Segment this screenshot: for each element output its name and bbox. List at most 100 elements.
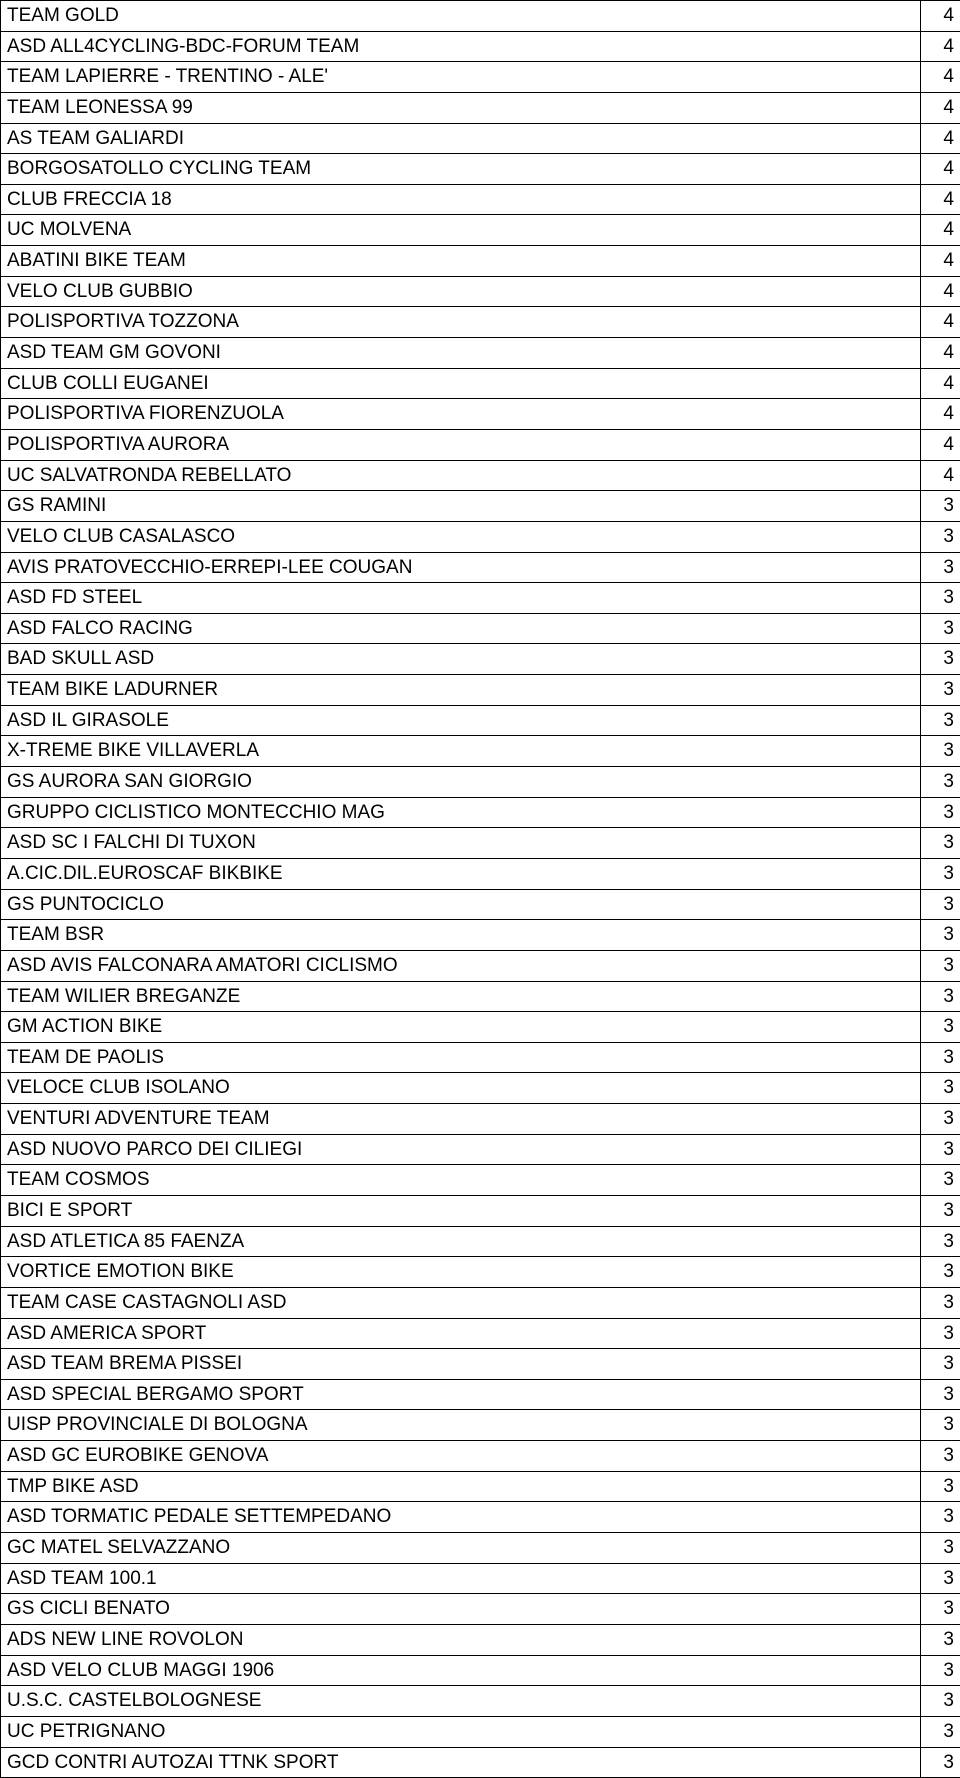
team-name-cell: TEAM GOLD (1, 1, 921, 32)
table-row: ASD FALCO RACING3 (1, 613, 960, 644)
team-name-cell: U.S.C. CASTELBOLOGNESE (1, 1686, 921, 1717)
team-name-cell: VELOCE CLUB ISOLANO (1, 1073, 921, 1104)
team-name-cell: TEAM LAPIERRE - TRENTINO - ALE' (1, 62, 921, 93)
team-value-cell: 4 (921, 338, 960, 369)
team-value-cell: 3 (921, 705, 960, 736)
team-value-cell: 4 (921, 368, 960, 399)
team-name-cell: UC PETRIGNANO (1, 1716, 921, 1747)
team-value-cell: 3 (921, 1165, 960, 1196)
table-row: ASD VELO CLUB MAGGI 19063 (1, 1655, 960, 1686)
team-value-cell: 3 (921, 1012, 960, 1043)
team-name-cell: ASD GC EUROBIKE GENOVA (1, 1441, 921, 1472)
team-value-cell: 3 (921, 1624, 960, 1655)
table-row: TEAM LEONESSA 994 (1, 92, 960, 123)
team-name-cell: AS TEAM GALIARDI (1, 123, 921, 154)
team-name-cell: VORTICE EMOTION BIKE (1, 1257, 921, 1288)
table-row: VELOCE CLUB ISOLANO3 (1, 1073, 960, 1104)
team-value-cell: 3 (921, 797, 960, 828)
team-name-cell: ASD AMERICA SPORT (1, 1318, 921, 1349)
team-value-cell: 4 (921, 276, 960, 307)
team-value-cell: 3 (921, 920, 960, 951)
team-name-cell: ASD IL GIRASOLE (1, 705, 921, 736)
table-row: GC MATEL SELVAZZANO3 (1, 1533, 960, 1564)
team-value-cell: 3 (921, 981, 960, 1012)
team-value-cell: 3 (921, 1318, 960, 1349)
table-row: ASD GC EUROBIKE GENOVA3 (1, 1441, 960, 1472)
table-row: GS RAMINI3 (1, 491, 960, 522)
table-row: GM ACTION BIKE3 (1, 1012, 960, 1043)
team-name-cell: GS RAMINI (1, 491, 921, 522)
team-value-cell: 3 (921, 1471, 960, 1502)
table-row: BICI E SPORT3 (1, 1195, 960, 1226)
team-value-cell: 3 (921, 767, 960, 798)
team-name-cell: TEAM BSR (1, 920, 921, 951)
table-row: UISP PROVINCIALE DI BOLOGNA3 (1, 1410, 960, 1441)
team-name-cell: ASD TEAM GM GOVONI (1, 338, 921, 369)
table-row: ASD SC I FALCHI DI TUXON3 (1, 828, 960, 859)
table-row: ASD SPECIAL BERGAMO SPORT3 (1, 1379, 960, 1410)
team-name-cell: ASD TORMATIC PEDALE SETTEMPEDANO (1, 1502, 921, 1533)
team-value-cell: 3 (921, 1410, 960, 1441)
table-row: CLUB COLLI EUGANEI4 (1, 368, 960, 399)
team-value-cell: 4 (921, 62, 960, 93)
team-name-cell: UC MOLVENA (1, 215, 921, 246)
team-value-cell: 3 (921, 1563, 960, 1594)
team-name-cell: ASD AVIS FALCONARA AMATORI CICLISMO (1, 950, 921, 981)
table-row: GS CICLI BENATO3 (1, 1594, 960, 1625)
team-value-cell: 3 (921, 1379, 960, 1410)
table-row: POLISPORTIVA TOZZONA4 (1, 307, 960, 338)
team-name-cell: TEAM LEONESSA 99 (1, 92, 921, 123)
team-name-cell: GC MATEL SELVAZZANO (1, 1533, 921, 1564)
team-value-cell: 3 (921, 1073, 960, 1104)
team-value-cell: 4 (921, 1, 960, 32)
table-row: ASD AVIS FALCONARA AMATORI CICLISMO3 (1, 950, 960, 981)
team-name-cell: ASD SPECIAL BERGAMO SPORT (1, 1379, 921, 1410)
table-row: TEAM DE PAOLIS3 (1, 1042, 960, 1073)
team-name-cell: TEAM WILIER BREGANZE (1, 981, 921, 1012)
table-row: TEAM WILIER BREGANZE3 (1, 981, 960, 1012)
team-name-cell: POLISPORTIVA TOZZONA (1, 307, 921, 338)
team-table: TEAM GOLD4ASD ALL4CYCLING-BDC-FORUM TEAM… (0, 0, 960, 1778)
team-value-cell: 3 (921, 644, 960, 675)
team-name-cell: ASD SC I FALCHI DI TUXON (1, 828, 921, 859)
team-value-cell: 3 (921, 583, 960, 614)
table-row: POLISPORTIVA FIORENZUOLA4 (1, 399, 960, 430)
table-row: TEAM LAPIERRE - TRENTINO - ALE'4 (1, 62, 960, 93)
team-value-cell: 4 (921, 399, 960, 430)
team-value-cell: 3 (921, 491, 960, 522)
team-name-cell: POLISPORTIVA AURORA (1, 429, 921, 460)
table-row: TEAM BSR3 (1, 920, 960, 951)
team-name-cell: CLUB COLLI EUGANEI (1, 368, 921, 399)
table-row: GCD CONTRI AUTOZAI TTNK SPORT3 (1, 1747, 960, 1778)
team-value-cell: 3 (921, 1195, 960, 1226)
team-value-cell: 3 (921, 858, 960, 889)
table-row: ASD ATLETICA 85 FAENZA3 (1, 1226, 960, 1257)
team-name-cell: CLUB FRECCIA 18 (1, 184, 921, 215)
team-name-cell: GS PUNTOCICLO (1, 889, 921, 920)
team-value-cell: 3 (921, 736, 960, 767)
team-name-cell: ASD ALL4CYCLING-BDC-FORUM TEAM (1, 31, 921, 62)
table-row: VELO CLUB CASALASCO3 (1, 521, 960, 552)
table-row: VENTURI ADVENTURE TEAM3 (1, 1104, 960, 1135)
team-value-cell: 3 (921, 1042, 960, 1073)
team-name-cell: ASD NUOVO PARCO DEI CILIEGI (1, 1134, 921, 1165)
team-name-cell: TMP BIKE ASD (1, 1471, 921, 1502)
table-row: ASD AMERICA SPORT3 (1, 1318, 960, 1349)
table-row: POLISPORTIVA AURORA4 (1, 429, 960, 460)
table-row: VELO CLUB GUBBIO4 (1, 276, 960, 307)
table-row: ASD TEAM BREMA PISSEI3 (1, 1349, 960, 1380)
table-row: BAD SKULL ASD3 (1, 644, 960, 675)
table-row: AS TEAM GALIARDI4 (1, 123, 960, 154)
table-row: UC MOLVENA4 (1, 215, 960, 246)
team-value-cell: 3 (921, 1533, 960, 1564)
table-row: UC SALVATRONDA REBELLATO4 (1, 460, 960, 491)
team-value-cell: 3 (921, 552, 960, 583)
team-name-cell: A.CIC.DIL.EUROSCAF BIKBIKE (1, 858, 921, 889)
team-name-cell: AVIS PRATOVECCHIO-ERREPI-LEE COUGAN (1, 552, 921, 583)
team-value-cell: 3 (921, 1716, 960, 1747)
team-value-cell: 3 (921, 1747, 960, 1778)
team-value-cell: 3 (921, 1686, 960, 1717)
team-value-cell: 3 (921, 1104, 960, 1135)
table-row: TEAM COSMOS3 (1, 1165, 960, 1196)
team-value-cell: 3 (921, 1502, 960, 1533)
